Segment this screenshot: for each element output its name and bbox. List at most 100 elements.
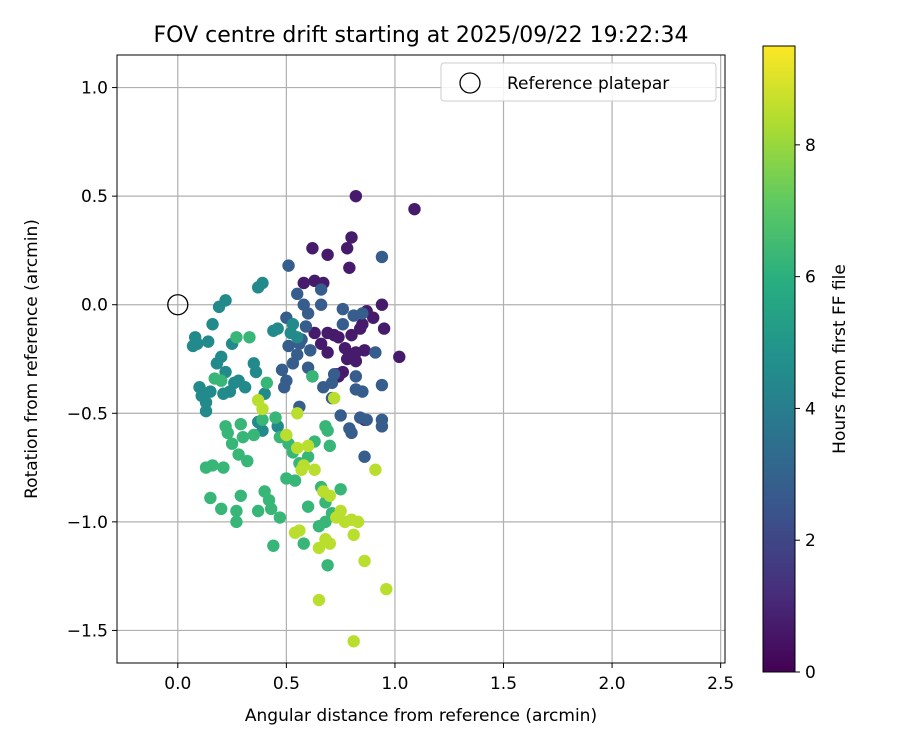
data-point [219,294,232,307]
data-point [306,370,319,383]
data-point [312,520,326,533]
data-point [230,515,243,529]
data-point [267,539,280,552]
colorbar-tick-label: 8 [805,136,816,156]
data-point [286,357,300,370]
data-point [232,448,245,461]
data-point [208,372,221,385]
data-point [343,261,356,274]
data-point [264,502,278,516]
data-point [282,339,295,353]
data-point [291,331,304,344]
data-point [291,441,304,455]
data-point [215,502,228,516]
data-point [345,328,358,342]
data-point [256,276,269,290]
data-point [256,402,269,416]
data-point [297,459,310,472]
colorbar: 0 2 4 6 8 Hours from first FF file [762,45,850,683]
data-point [301,500,315,513]
data-point [334,409,347,422]
y-tick-label: 0.0 [81,296,108,316]
data-point [234,417,247,431]
data-point [230,504,243,518]
data-point [312,593,326,607]
data-point [321,346,334,359]
x-tick-label: 0.0 [164,674,191,694]
data-point [332,331,345,344]
colorbar-tick-label: 2 [805,531,816,551]
data-point [349,189,363,203]
data-point [256,413,269,426]
data-point [215,350,228,364]
data-point [291,287,304,301]
y-axis-ticks: 1.0 0.5 0.0 −0.5 −1.0 −1.5 [67,79,117,641]
data-point [301,439,315,453]
data-point [369,346,382,359]
data-point [271,322,284,335]
data-point [204,491,217,505]
data-point [356,318,369,331]
colorbar-tick-label: 4 [805,399,816,419]
legend-entry-reference-platepar: Reference platepar [507,74,669,94]
data-point [327,368,341,381]
data-point [206,318,219,331]
data-point [238,381,252,394]
data-point [380,582,393,596]
data-point [323,489,336,502]
data-point [230,331,243,344]
plot-frame [116,54,726,664]
x-tick-label: 2.0 [599,674,626,694]
y-tick-label: 1.0 [81,79,108,99]
data-point [199,461,213,474]
data-point [314,337,328,350]
data-point [356,385,369,398]
data-point [358,554,371,568]
y-tick-label: −1.5 [67,621,108,641]
data-point [375,378,389,392]
data-point [249,365,263,379]
data-point [319,533,332,546]
data-point [347,635,360,648]
data-point [291,407,304,420]
data-point [236,430,250,444]
y-tick-label: −1.0 [67,513,108,533]
data-point [336,302,350,316]
data-point [308,463,321,476]
colorbar-tick-label: 0 [805,663,816,683]
x-tick-label: 1.5 [490,674,517,694]
data-point [375,250,389,264]
data-point [217,461,230,474]
data-point [323,439,336,453]
data-point [221,426,234,440]
data-point [349,346,363,359]
data-point [367,311,380,324]
legend-box [440,62,717,102]
data-point [321,424,334,437]
data-point [375,298,389,311]
data-point [275,363,289,377]
data-point [297,276,310,290]
data-point [306,242,319,255]
data-point [327,391,341,405]
data-point [356,307,369,320]
colorbar-tick-label: 6 [805,268,816,288]
data-point [349,370,363,383]
data-point [345,231,358,244]
data-point [321,559,334,572]
data-point [247,428,260,442]
data-point [278,381,291,394]
data-point [260,376,274,390]
data-point [191,337,204,350]
data-point [202,335,215,348]
reference-marker-layer [167,294,189,316]
data-point [243,331,256,344]
data-point [408,202,421,216]
data-point [336,318,350,331]
data-point [343,422,356,435]
data-point [347,528,360,542]
data-points [186,189,421,648]
data-point [369,463,382,476]
data-point [312,541,326,555]
